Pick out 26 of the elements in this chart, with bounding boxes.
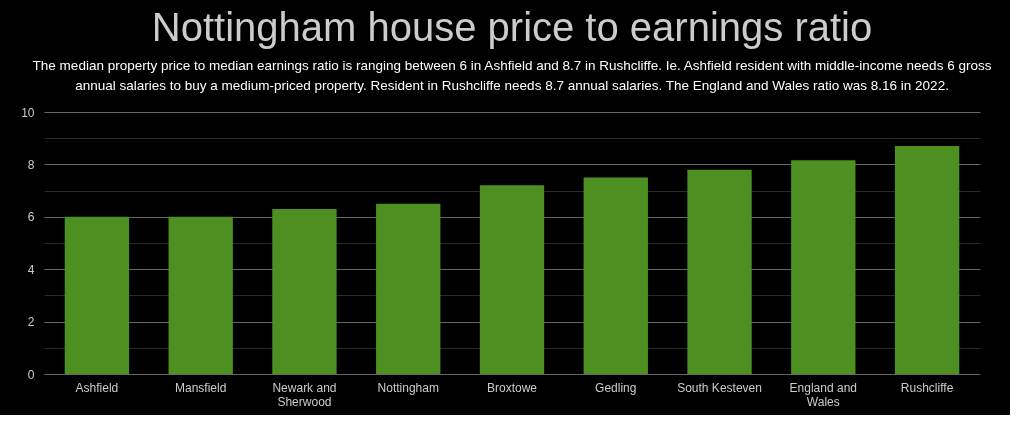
y-tick-label: 6 xyxy=(27,210,35,225)
bar xyxy=(64,216,130,374)
x-tick-label: Ashfield xyxy=(75,380,119,395)
x-tick-label: Newark and Sherwood xyxy=(272,380,337,409)
x-tick-label: Rushcliffe xyxy=(900,380,954,395)
chart-subtitle: The median property price to median earnings ratio is ranging between 6 in Ashfield and 8.7 in Rushcliffe. Ie. Ashfield resident with middle-income needs 6 gross annual salaries to buy a medium-priced property. Resident in Rushcliffe needs 8.7 annual salaries. The England and Wales ratio was 8.16 in 2022. xyxy=(32,57,992,93)
bar xyxy=(791,160,856,374)
y-tick-label: 4 xyxy=(27,262,35,277)
bar xyxy=(583,177,648,374)
chart-title: Nottingham house price to earnings ratio xyxy=(151,4,873,49)
y-tick-label: 0 xyxy=(27,367,35,382)
bar xyxy=(479,185,545,374)
bar xyxy=(687,169,752,374)
bar xyxy=(168,216,233,374)
x-tick-label: Mansfield xyxy=(175,380,227,395)
bar xyxy=(376,203,441,374)
x-tick-label: Gedling xyxy=(595,380,637,395)
x-tick-label: Broxtowe xyxy=(486,380,538,395)
bar xyxy=(894,146,960,374)
x-tick-label: Nottingham xyxy=(377,380,439,395)
y-tick-label: 8 xyxy=(27,157,35,172)
y-tick-label: 2 xyxy=(27,315,35,330)
bar xyxy=(272,208,337,374)
x-tick-label: South Kesteven xyxy=(677,380,762,395)
y-tick-label: 10 xyxy=(21,105,35,120)
x-tick-label: England and Wales xyxy=(789,380,858,409)
